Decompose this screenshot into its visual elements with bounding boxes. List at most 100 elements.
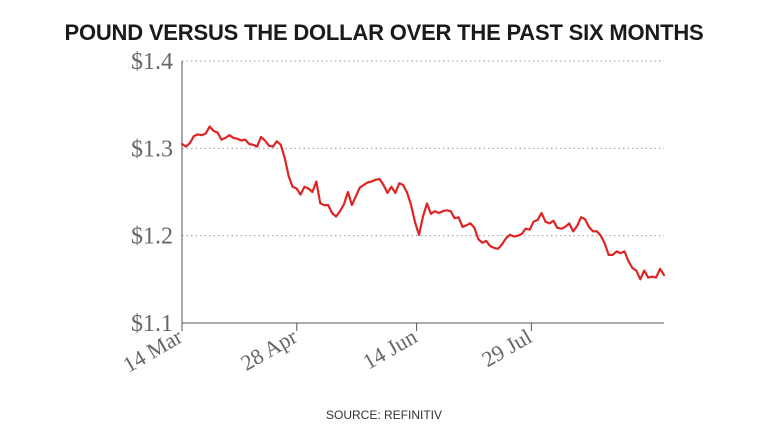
data-point xyxy=(576,225,578,228)
data-point xyxy=(528,228,531,231)
data-point xyxy=(580,216,582,219)
data-point xyxy=(457,216,460,219)
y-axis-tick-labels: $1.1 $1.2 $1.3 $1.4 xyxy=(131,49,173,337)
data-point xyxy=(196,133,199,136)
data-point xyxy=(615,250,618,253)
data-point xyxy=(635,269,638,272)
data-point xyxy=(378,178,381,180)
data-point xyxy=(663,274,665,276)
x-axis-tick-labels: 14 Mar 28 Apr 14 Jun 29 Jul xyxy=(118,323,536,377)
data-point xyxy=(323,204,326,207)
data-point xyxy=(331,212,333,214)
data-point xyxy=(532,220,535,223)
data-point xyxy=(335,215,337,218)
data-point xyxy=(548,222,551,225)
data-point xyxy=(220,138,223,141)
data-point xyxy=(544,220,547,223)
data-point xyxy=(449,210,452,213)
x-tick-label: 14 Jun xyxy=(358,324,421,375)
data-point xyxy=(240,139,243,142)
data-point xyxy=(303,185,306,188)
chart-title: POUND VERSUS THE DOLLAR OVER THE PAST SI… xyxy=(64,20,704,45)
data-point xyxy=(264,139,266,142)
data-point xyxy=(651,275,653,278)
data-point xyxy=(256,145,258,148)
data-point xyxy=(185,145,187,148)
data-point xyxy=(204,132,207,135)
data-point xyxy=(540,212,543,214)
data-point xyxy=(232,137,235,139)
data-point xyxy=(382,184,385,186)
data-point xyxy=(473,226,476,229)
data-point xyxy=(402,184,405,186)
data-point xyxy=(489,245,492,248)
data-point xyxy=(193,135,195,138)
data-point xyxy=(437,212,440,214)
data-point xyxy=(347,191,349,193)
data-point xyxy=(181,143,183,145)
data-point xyxy=(208,125,211,128)
data-point xyxy=(592,230,594,233)
data-point xyxy=(509,233,511,236)
source-note: SOURCE: REFINITIV xyxy=(325,408,442,422)
data-point xyxy=(556,226,559,229)
data-point xyxy=(623,250,626,253)
data-point xyxy=(536,219,539,221)
data-point xyxy=(639,278,642,281)
series-group xyxy=(180,125,666,281)
axes xyxy=(181,61,664,324)
data-point xyxy=(224,137,227,139)
data-point xyxy=(394,192,397,194)
data-point xyxy=(319,202,322,205)
data-point xyxy=(410,204,412,207)
data-point xyxy=(422,215,424,218)
data-point xyxy=(212,130,215,132)
data-point xyxy=(248,143,251,145)
data-point xyxy=(366,181,369,184)
data-point xyxy=(453,217,456,220)
data-point xyxy=(461,226,464,228)
data-point xyxy=(386,192,389,194)
data-point xyxy=(406,192,409,194)
data-point xyxy=(599,234,602,237)
data-point xyxy=(414,221,416,224)
data-point xyxy=(275,140,278,143)
data-point xyxy=(564,226,567,228)
data-point xyxy=(568,222,571,225)
data-point xyxy=(351,204,353,207)
data-point xyxy=(603,242,606,245)
data-point xyxy=(279,143,282,146)
data-point xyxy=(268,144,270,147)
data-point xyxy=(189,142,191,145)
data-point xyxy=(560,227,563,230)
x-tick-label: 29 Jul xyxy=(477,324,536,372)
data-point xyxy=(588,226,590,228)
data-point xyxy=(445,209,448,212)
data-point xyxy=(627,260,630,262)
data-point xyxy=(287,175,290,178)
data-point xyxy=(619,252,622,255)
data-point xyxy=(430,212,432,215)
data-point xyxy=(655,276,657,279)
data-point xyxy=(611,254,614,256)
data-point xyxy=(572,230,574,233)
data-point xyxy=(362,184,365,186)
y-tick-label: $1.4 xyxy=(131,49,173,75)
data-point xyxy=(647,276,650,279)
y-tick-label: $1.1 xyxy=(131,311,173,337)
x-tick-label: 28 Apr xyxy=(236,323,301,375)
data-point xyxy=(244,138,247,141)
data-point xyxy=(469,222,472,225)
data-point xyxy=(659,268,661,270)
data-point xyxy=(505,237,507,240)
data-point xyxy=(524,227,527,230)
gridlines xyxy=(182,60,664,237)
data-point xyxy=(481,241,484,244)
data-point xyxy=(283,157,286,159)
data-point xyxy=(595,230,598,233)
data-point xyxy=(315,180,318,183)
data-point xyxy=(260,136,262,138)
data-point xyxy=(339,210,341,213)
series-line xyxy=(180,125,666,281)
